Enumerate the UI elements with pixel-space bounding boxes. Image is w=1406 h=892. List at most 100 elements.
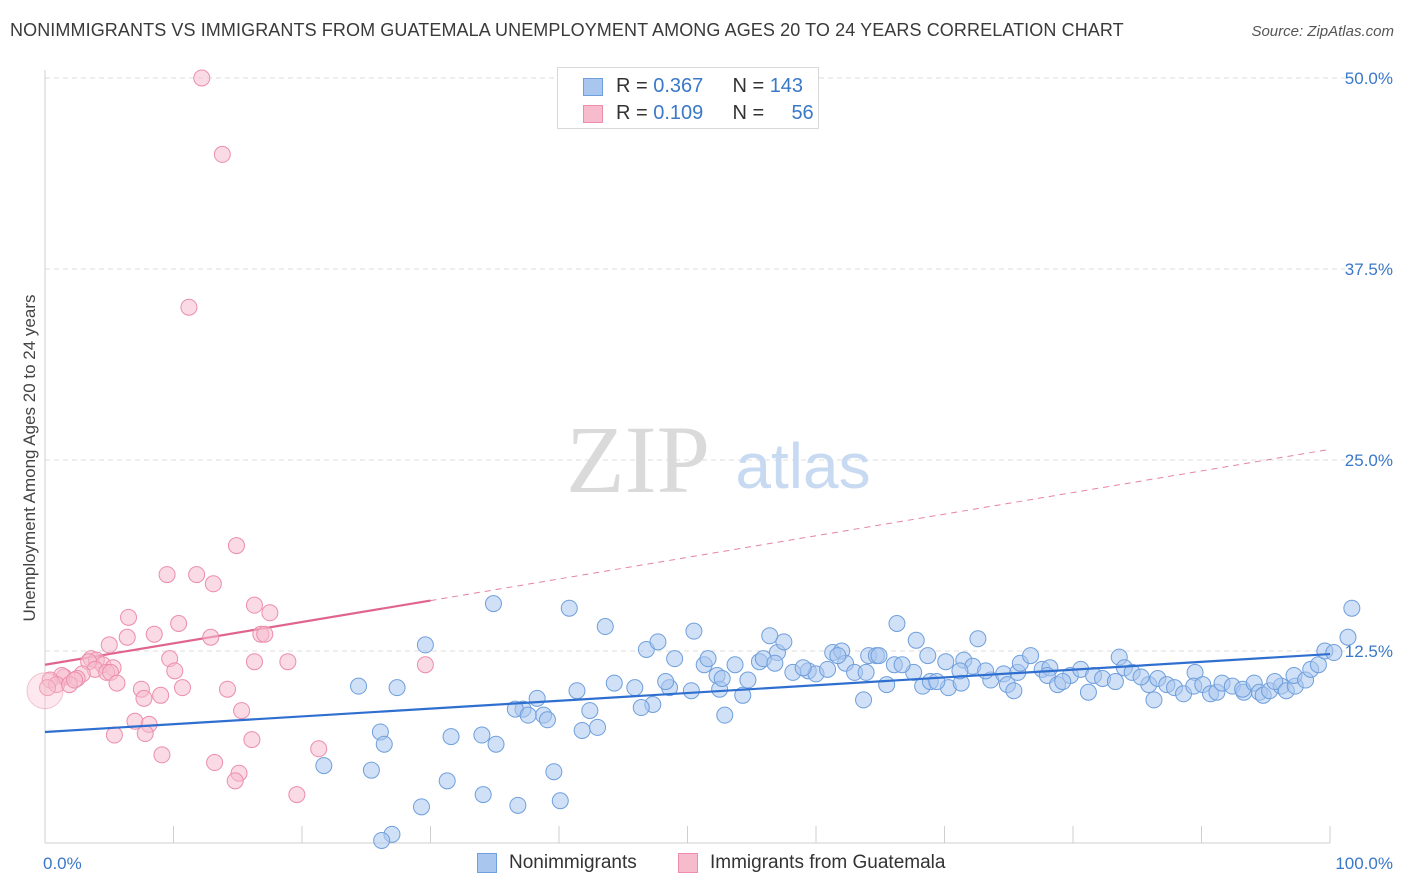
y-tick-label: 25.0% <box>1345 451 1393 470</box>
data-point-nonimmigrants <box>484 595 502 613</box>
data-point-immigrants <box>145 625 163 643</box>
data-point-nonimmigrants <box>870 647 888 665</box>
data-point-immigrants <box>100 636 118 654</box>
data-point-nonimmigrants <box>1022 647 1040 665</box>
source-label: Source: ZipAtlas.com <box>1251 23 1394 40</box>
data-point-nonimmigrants <box>855 691 873 709</box>
data-point-immigrants <box>206 754 224 772</box>
y-tick-label: 50.0% <box>1345 69 1393 88</box>
y-tick-label: 37.5% <box>1345 260 1393 279</box>
data-point-nonimmigrants <box>878 676 896 694</box>
n-value: 56 <box>791 102 814 124</box>
data-point-immigrants <box>256 625 274 643</box>
data-point-nonimmigrants <box>739 671 757 689</box>
data-point-nonimmigrants <box>551 792 569 810</box>
data-point-immigrants <box>204 575 222 593</box>
data-point-nonimmigrants <box>649 633 667 651</box>
data-point-nonimmigrants <box>487 735 505 753</box>
legend-label: Nonimmigrants <box>509 852 637 873</box>
data-point-nonimmigrants <box>1309 656 1327 674</box>
data-point-nonimmigrants <box>442 728 460 746</box>
data-point-nonimmigrants <box>632 699 650 717</box>
gridlines <box>45 77 1345 652</box>
data-point-nonimmigrants <box>1145 691 1163 709</box>
trendline-solid <box>44 599 431 666</box>
data-point-nonimmigrants <box>1079 683 1097 701</box>
points-nonimmigrants <box>315 595 1361 849</box>
data-point-nonimmigrants <box>509 796 527 814</box>
data-point-immigrants <box>152 686 170 704</box>
data-point-nonimmigrants <box>734 686 752 704</box>
data-point-nonimmigrants <box>666 650 684 668</box>
data-point-nonimmigrants <box>568 682 586 700</box>
data-point-nonimmigrants <box>888 614 906 632</box>
watermark-zip: ZIP <box>566 406 710 513</box>
r-label: R = <box>616 102 648 124</box>
data-point-nonimmigrants <box>473 726 491 744</box>
data-point-nonimmigrants <box>596 618 614 636</box>
data-point-nonimmigrants <box>657 673 675 691</box>
data-point-nonimmigrants <box>919 647 937 665</box>
data-point-nonimmigrants <box>857 663 875 681</box>
data-point-immigrants <box>245 653 263 671</box>
data-point-nonimmigrants <box>893 656 911 674</box>
data-point-nonimmigrants <box>350 677 368 695</box>
data-point-immigrants <box>105 726 123 744</box>
data-point-nonimmigrants <box>474 786 492 804</box>
pink-swatch <box>678 853 698 873</box>
watermark: ZIP atlas <box>566 406 871 513</box>
data-point-nonimmigrants <box>1106 673 1124 691</box>
data-point-nonimmigrants <box>573 721 591 739</box>
data-point-nonimmigrants <box>685 622 703 640</box>
data-point-nonimmigrants <box>699 650 717 668</box>
data-point-nonimmigrants <box>713 670 731 688</box>
data-point-nonimmigrants <box>907 631 925 649</box>
data-point-nonimmigrants <box>937 653 955 671</box>
data-point-immigrants <box>153 746 171 764</box>
y-axis-label: Unemployment Among Ages 20 to 24 years <box>20 294 39 622</box>
trendline-dashed <box>430 448 1331 602</box>
points-immigrants <box>26 69 434 804</box>
data-point-nonimmigrants <box>716 706 734 724</box>
pink-swatch <box>583 105 603 123</box>
data-point-immigrants <box>202 628 220 646</box>
data-point-immigrants <box>66 671 84 689</box>
chart-title: NONIMMIGRANTS VS IMMIGRANTS FROM GUATEMA… <box>10 20 1124 40</box>
data-point-immigrants <box>288 786 306 804</box>
data-point-immigrants <box>118 628 136 646</box>
data-point-nonimmigrants <box>928 673 946 691</box>
legend-label: Immigrants from Guatemala <box>710 852 946 873</box>
x-tick-label: 100.0% <box>1335 854 1393 873</box>
data-point-immigrants <box>416 656 434 674</box>
data-point-immigrants <box>135 689 153 707</box>
watermark-atlas: atlas <box>735 430 870 502</box>
data-point-nonimmigrants <box>1266 673 1284 691</box>
data-point-nonimmigrants <box>1339 628 1357 646</box>
trendline-solid <box>44 652 1331 734</box>
axes <box>44 70 1331 844</box>
y-tick-label: 12.5% <box>1345 642 1393 661</box>
data-point-immigrants <box>39 679 57 697</box>
data-point-nonimmigrants <box>1132 668 1150 686</box>
data-point-nonimmigrants <box>413 798 431 816</box>
data-point-nonimmigrants <box>626 679 644 697</box>
data-point-immigrants <box>213 145 231 163</box>
data-point-immigrants <box>226 772 244 790</box>
r-value: 0.109 <box>653 102 704 124</box>
r-label: R = <box>616 75 648 97</box>
data-point-nonimmigrants <box>375 735 393 753</box>
data-point-immigrants-cluster <box>26 672 64 710</box>
data-point-immigrants <box>245 596 263 614</box>
data-point-nonimmigrants <box>766 654 784 672</box>
data-point-nonimmigrants <box>416 636 434 654</box>
data-point-nonimmigrants <box>969 630 987 648</box>
data-point-nonimmigrants <box>794 659 812 677</box>
data-point-nonimmigrants <box>589 718 607 736</box>
data-point-immigrants <box>170 614 188 632</box>
blue-swatch <box>583 78 603 96</box>
data-point-immigrants <box>120 608 138 626</box>
data-point-immigrants <box>243 731 261 749</box>
data-point-immigrants <box>310 740 328 758</box>
data-point-nonimmigrants <box>362 761 380 779</box>
